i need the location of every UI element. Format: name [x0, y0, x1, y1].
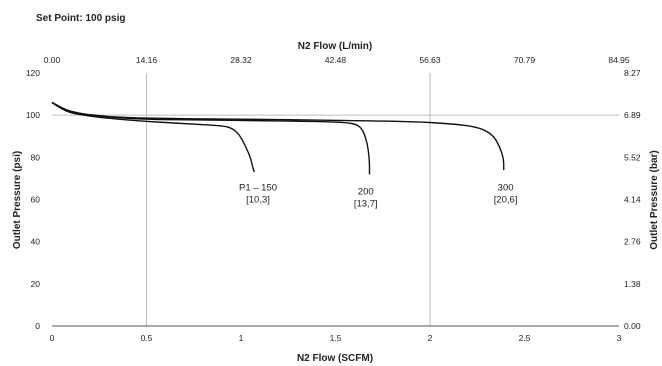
x-tick-label: 1.5 [330, 333, 342, 343]
y-axis-title: Outlet Pressure (psi) [12, 151, 23, 249]
series-label-1: P1 – 150 [239, 182, 277, 193]
x2-tick-label: 14.16 [136, 55, 158, 65]
series-lines [51, 101, 505, 175]
x2-tick-label: 0.00 [44, 55, 61, 65]
y2-tick-label: 6.89 [624, 110, 641, 120]
series-label-1: [10,3] [246, 194, 270, 205]
y2-tick-label: 8.27 [624, 68, 641, 78]
y-tick-label: 100 [26, 110, 40, 120]
series-line-3 [51, 101, 505, 170]
x-tick-label: 0 [50, 333, 55, 343]
x2-tick-label: 70.79 [514, 55, 536, 65]
x2-axis-title: N2 Flow (L/min) [298, 41, 372, 52]
series-label-3: [20,6] [494, 194, 518, 205]
chart-title: Set Point: 100 psig [36, 13, 125, 24]
x2-tick-label: 28.32 [230, 55, 252, 65]
x-tick-label: 3 [617, 333, 622, 343]
y-tick-label: 120 [26, 68, 40, 78]
x-tick-label: 1 [239, 333, 244, 343]
x-tick-label: 2 [428, 333, 433, 343]
series-label-3: 300 [498, 182, 514, 193]
x-tick-label: 0.5 [141, 333, 153, 343]
y2-tick-label: 0.00 [624, 321, 641, 331]
series-line-2 [51, 101, 371, 175]
y2-tick-label: 5.52 [624, 152, 641, 162]
x2-tick-label: 42.48 [325, 55, 347, 65]
tick-labels: 0 0.5 1 1.5 2 2.5 30.00 14.16 28.32 42.48 56.63 70.… [26, 55, 641, 343]
y-tick-label: 20 [31, 279, 41, 289]
gridlines [52, 73, 619, 326]
y2-axis-title: Outlet Pressure (bar) [649, 150, 660, 249]
y-tick-label: 40 [31, 237, 41, 247]
x-tick-label: 2.5 [519, 333, 531, 343]
x2-tick-label: 84.95 [608, 55, 630, 65]
series-label-2: 200 [358, 187, 374, 198]
y2-tick-label: 4.14 [624, 195, 641, 205]
y-tick-label: 60 [31, 195, 41, 205]
y2-tick-label: 2.76 [624, 237, 641, 247]
y2-tick-label: 1.38 [624, 279, 641, 289]
series-label-2: [13,7] [354, 199, 378, 210]
y-tick-label: 0 [35, 321, 40, 331]
x-axis-title: N2 Flow (SCFM) [297, 353, 373, 364]
series-annotations: P1 – 150[10,3] 200[13,7] 300[20,6] [239, 182, 518, 209]
x2-tick-label: 56.63 [419, 55, 441, 65]
y-tick-label: 80 [31, 152, 41, 162]
series-line-1 [51, 101, 255, 173]
